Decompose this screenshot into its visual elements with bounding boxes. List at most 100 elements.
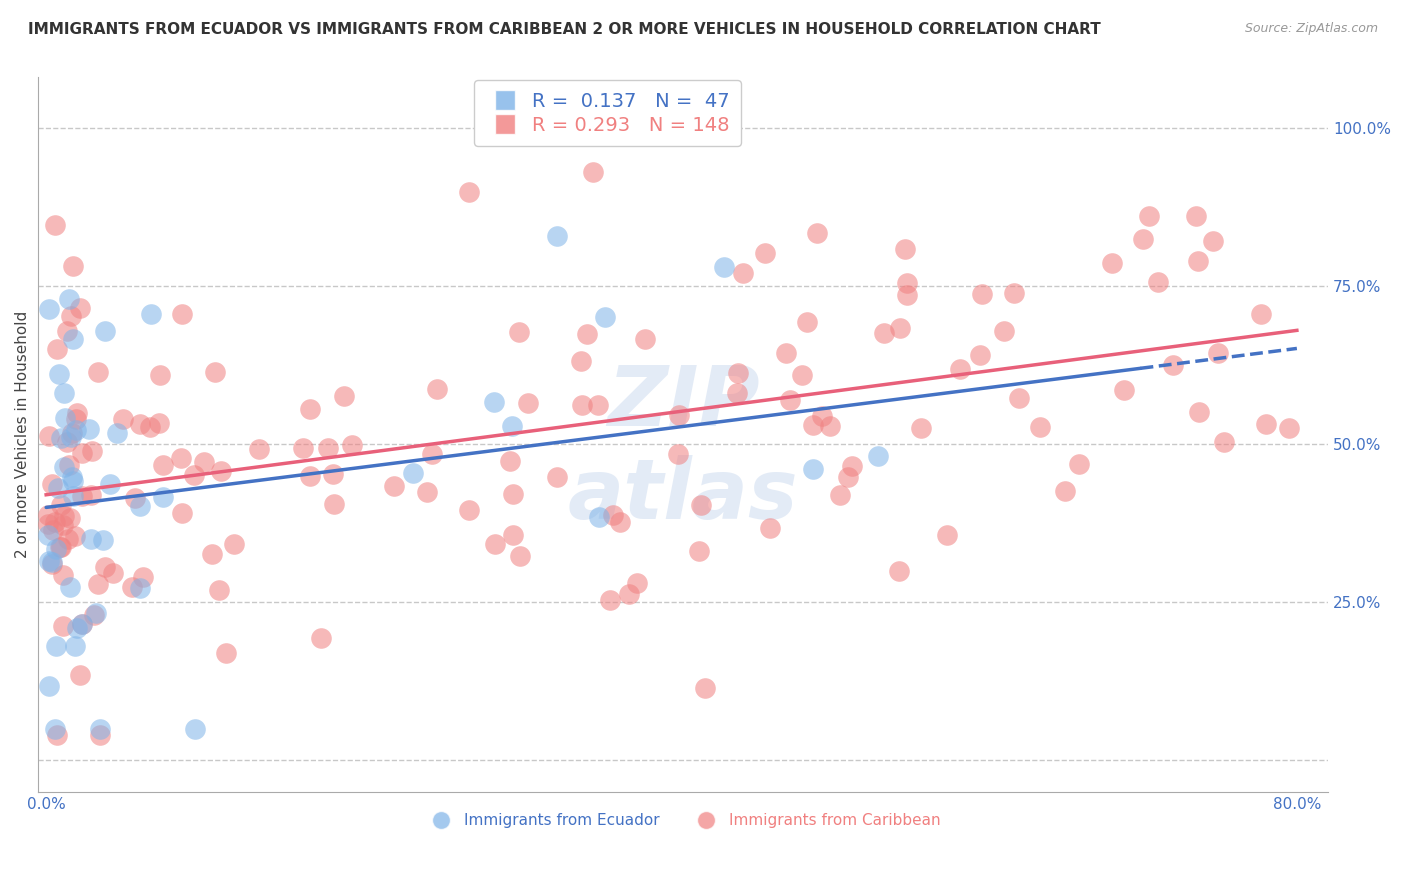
Point bbox=[94, 324, 117, 338]
Point bbox=[65, 412, 87, 426]
Point bbox=[569, 354, 592, 368]
Point bbox=[56, 533, 79, 547]
Point bbox=[484, 537, 506, 551]
Point bbox=[94, 560, 117, 574]
Point bbox=[112, 411, 135, 425]
Point bbox=[45, 639, 67, 653]
Point bbox=[588, 509, 610, 524]
Point bbox=[779, 393, 801, 408]
Point bbox=[866, 450, 889, 464]
Point bbox=[801, 417, 824, 432]
Point bbox=[65, 406, 87, 420]
Point bbox=[79, 532, 101, 546]
Point bbox=[402, 467, 425, 481]
Point bbox=[1112, 383, 1135, 397]
Point bbox=[1202, 234, 1225, 248]
Point bbox=[586, 398, 609, 412]
Point bbox=[59, 580, 82, 594]
Point bbox=[89, 722, 111, 736]
Point bbox=[1147, 275, 1170, 289]
Point bbox=[56, 324, 79, 338]
Point bbox=[509, 549, 531, 563]
Point bbox=[139, 420, 162, 434]
Point bbox=[889, 321, 911, 335]
Point bbox=[62, 332, 84, 346]
Point bbox=[889, 564, 911, 578]
Point bbox=[508, 325, 530, 339]
Point bbox=[41, 477, 63, 491]
Point bbox=[309, 631, 332, 645]
Point bbox=[713, 260, 735, 274]
Point bbox=[48, 367, 70, 381]
Point bbox=[132, 570, 155, 584]
Point bbox=[37, 508, 59, 522]
Point bbox=[725, 386, 748, 401]
Point bbox=[52, 509, 75, 524]
Point bbox=[668, 409, 690, 423]
Point bbox=[502, 487, 524, 501]
Point bbox=[121, 581, 143, 595]
Point bbox=[69, 301, 91, 315]
Point bbox=[184, 722, 207, 736]
Point bbox=[517, 396, 540, 410]
Point bbox=[576, 326, 599, 341]
Point bbox=[666, 447, 689, 461]
Point bbox=[754, 246, 776, 260]
Point bbox=[546, 469, 568, 483]
Point bbox=[87, 365, 110, 379]
Point bbox=[38, 554, 60, 568]
Point bbox=[689, 498, 711, 512]
Point bbox=[214, 646, 236, 660]
Point bbox=[247, 442, 270, 456]
Point bbox=[811, 409, 834, 423]
Point bbox=[52, 567, 75, 582]
Point bbox=[482, 394, 505, 409]
Point bbox=[841, 458, 863, 473]
Point bbox=[1184, 209, 1206, 223]
Point bbox=[1101, 256, 1123, 270]
Point bbox=[37, 516, 59, 531]
Point bbox=[72, 617, 94, 632]
Point bbox=[1254, 417, 1277, 432]
Point bbox=[458, 185, 481, 199]
Legend: Immigrants from Ecuador, Immigrants from Caribbean: Immigrants from Ecuador, Immigrants from… bbox=[420, 807, 946, 834]
Point bbox=[796, 315, 818, 329]
Point bbox=[56, 434, 79, 449]
Point bbox=[332, 389, 354, 403]
Point bbox=[58, 293, 80, 307]
Point bbox=[342, 438, 364, 452]
Point bbox=[949, 361, 972, 376]
Point bbox=[80, 443, 103, 458]
Point bbox=[62, 259, 84, 273]
Point bbox=[60, 470, 83, 484]
Point bbox=[169, 450, 191, 465]
Point bbox=[60, 425, 83, 440]
Point bbox=[499, 454, 522, 468]
Point bbox=[830, 488, 852, 502]
Point bbox=[172, 506, 194, 520]
Point bbox=[322, 467, 344, 482]
Point bbox=[83, 608, 105, 623]
Point bbox=[124, 491, 146, 505]
Point bbox=[298, 401, 321, 416]
Point bbox=[41, 555, 63, 569]
Point bbox=[323, 497, 346, 511]
Point bbox=[1008, 391, 1031, 405]
Point bbox=[935, 528, 957, 542]
Point bbox=[806, 227, 828, 241]
Point bbox=[49, 431, 72, 445]
Point bbox=[609, 515, 631, 529]
Point bbox=[1161, 358, 1184, 372]
Point bbox=[38, 301, 60, 316]
Point bbox=[37, 527, 59, 541]
Point bbox=[204, 365, 226, 379]
Point bbox=[299, 468, 322, 483]
Point bbox=[42, 523, 65, 537]
Point bbox=[128, 581, 150, 595]
Point bbox=[775, 346, 797, 360]
Point bbox=[70, 617, 93, 632]
Point bbox=[152, 490, 174, 504]
Point bbox=[873, 326, 896, 341]
Point bbox=[45, 342, 67, 356]
Point bbox=[62, 489, 84, 503]
